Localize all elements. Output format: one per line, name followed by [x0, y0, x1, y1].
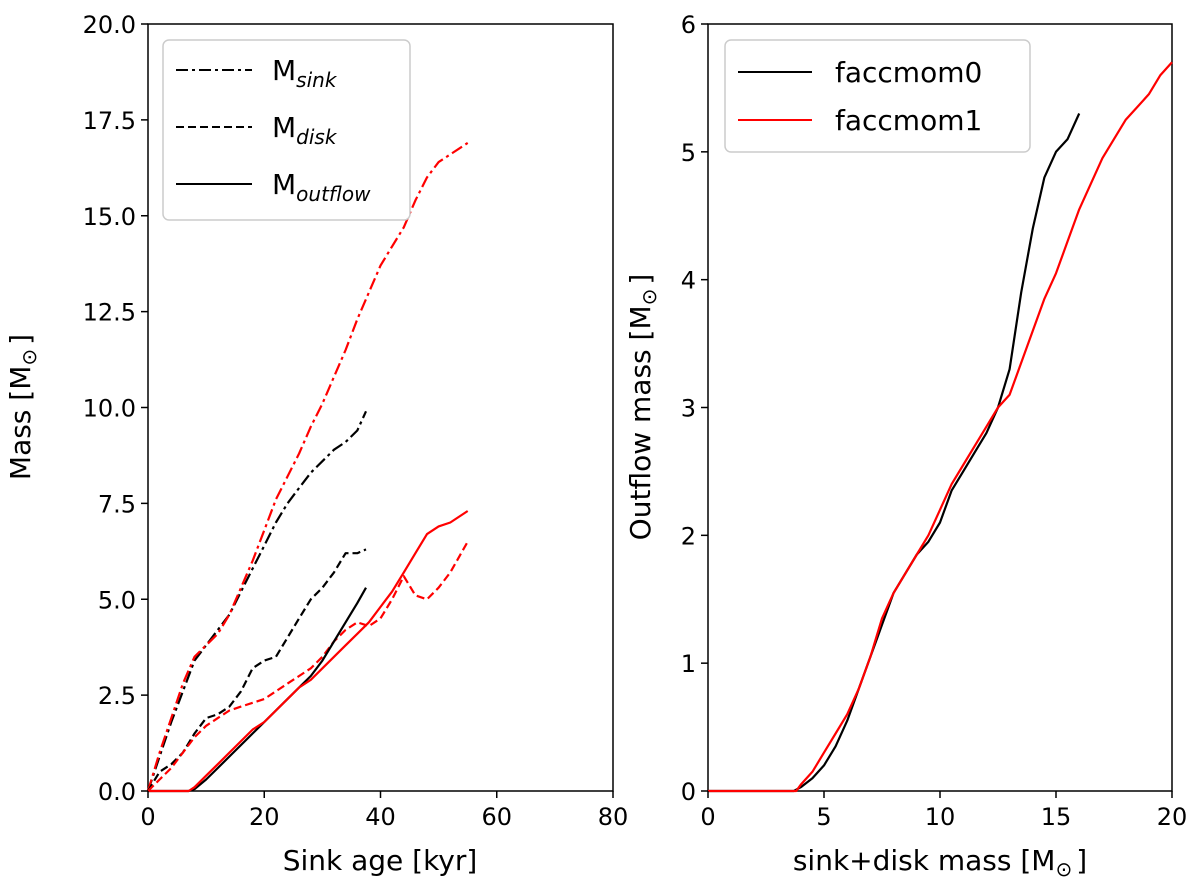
left-panel: 0 20 40 60 80 0.0 2.5 5.0 7.5 10.0 12.5 15.0 17.5 20… — [4, 11, 628, 877]
right-ytick-label: 5 — [681, 139, 696, 167]
series-line-m-sink-faccmom0 — [146, 410, 368, 792]
series-line-faccmom1 — [708, 61, 1173, 793]
right-xtick-label: 15 — [1041, 803, 1072, 831]
left-ytick-label: 0.0 — [98, 778, 136, 806]
left-yticks: 0.0 2.5 5.0 7.5 10.0 12.5 15.0 17.5 20.0 — [83, 11, 148, 806]
left-x-axis-label: Sink age [kyr] — [283, 844, 478, 877]
right-ytick-label: 1 — [681, 650, 696, 678]
right-x-axis-label: sink+disk mass [M⊙] — [793, 844, 1087, 881]
right-xticks: 0 5 10 15 20 — [700, 791, 1187, 831]
left-legend-box — [162, 39, 411, 221]
right-ytick-label: 2 — [681, 522, 696, 550]
series-line-faccmom0 — [708, 113, 1081, 793]
left-series-layer — [146, 141, 469, 793]
legend-faccmom1-label: faccmom1 — [835, 104, 982, 137]
left-ytick-label: 20.0 — [83, 11, 136, 39]
series-line-m-disk-faccmom1 — [147, 541, 469, 792]
left-ytick-label: 2.5 — [98, 682, 136, 710]
right-xtick-label: 10 — [925, 803, 956, 831]
legend-faccmom0-label: faccmom0 — [835, 56, 982, 89]
left-xticks: 0 20 40 60 80 — [140, 791, 628, 831]
legend-outflow-label: Moutflow — [272, 168, 371, 206]
left-ytick-label: 10.0 — [83, 395, 136, 423]
left-xtick-label: 40 — [365, 803, 396, 831]
series-line-m-disk-faccmom0 — [147, 548, 367, 792]
right-xtick-label: 5 — [816, 803, 831, 831]
right-ytick-label: 3 — [681, 395, 696, 423]
right-yticks: 0 1 2 3 4 5 6 — [681, 11, 708, 806]
series-line-m-outflow-faccmom1 — [148, 510, 469, 793]
left-ytick-label: 7.5 — [98, 490, 136, 518]
left-xtick-label: 60 — [481, 803, 512, 831]
left-ytick-label: 12.5 — [83, 299, 136, 327]
right-y-axis-label: Outflow mass [M⊙] — [624, 274, 661, 541]
legend-disk-label: Mdisk — [272, 111, 338, 149]
left-ytick-label: 5.0 — [98, 586, 136, 614]
left-ytick-label: 17.5 — [83, 107, 136, 135]
series-line-m-outflow-faccmom0 — [148, 587, 367, 793]
left-ytick-label: 15.0 — [83, 203, 136, 231]
left-xtick-label: 20 — [249, 803, 280, 831]
left-y-axis-label: Mass [M⊙] — [4, 334, 41, 480]
right-legend-box — [724, 39, 1031, 153]
left-xtick-label: 80 — [598, 803, 629, 831]
right-panel: 0 5 10 15 20 0 1 2 3 4 5 6 sink+disk mass [M⊙] Out… — [624, 11, 1187, 881]
right-ytick-label: 0 — [681, 778, 696, 806]
right-xtick-label: 0 — [700, 803, 715, 831]
legend-sink-label: Msink — [272, 54, 338, 92]
right-legend: faccmom0 faccmom1 — [724, 39, 1031, 153]
right-series-layer — [708, 61, 1173, 793]
right-ytick-label: 4 — [681, 267, 696, 295]
left-xtick-label: 0 — [140, 803, 155, 831]
left-legend: Msink Mdisk Moutflow — [162, 39, 411, 221]
series-line-m-sink-faccmom1 — [146, 141, 469, 792]
right-ytick-label: 6 — [681, 11, 696, 39]
right-xtick-label: 20 — [1157, 803, 1188, 831]
